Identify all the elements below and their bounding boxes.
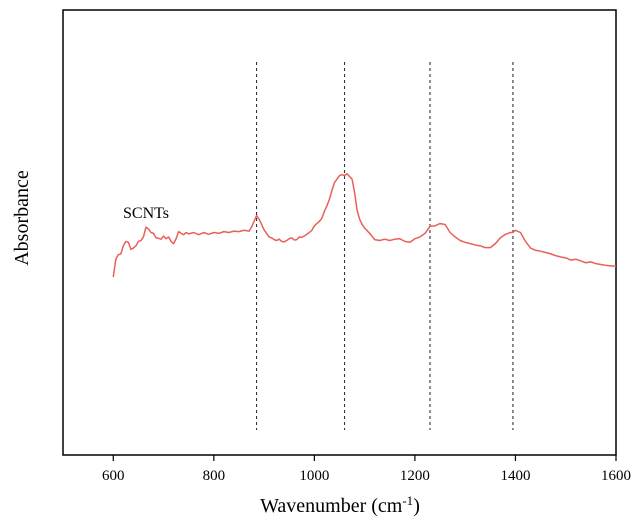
axis-labels: Wavenumber (cm-1) Absorbance SCNTs bbox=[11, 170, 420, 517]
series-annotation-label: SCNTs bbox=[123, 205, 169, 222]
x-tick-label: 1000 bbox=[299, 468, 329, 484]
series-line-1 bbox=[112, 173, 617, 278]
x-axis-ticks: 600 800 1000 1200 1400 1600 bbox=[102, 455, 631, 484]
x-tick-label: 800 bbox=[203, 468, 226, 484]
plot-frame-border bbox=[62, 9, 617, 456]
x-tick-label: 1200 bbox=[400, 468, 430, 484]
x-tick-label: 600 bbox=[102, 468, 125, 484]
x-tick-label: 1400 bbox=[500, 468, 530, 484]
x-axis-title: Wavenumber (cm-1) bbox=[260, 493, 420, 517]
plot-frame bbox=[62, 9, 617, 456]
reference-lines bbox=[255, 62, 514, 430]
x-tick-label: 1600 bbox=[601, 468, 631, 484]
y-axis-title: Absorbance bbox=[11, 170, 33, 266]
series-group bbox=[112, 173, 617, 278]
